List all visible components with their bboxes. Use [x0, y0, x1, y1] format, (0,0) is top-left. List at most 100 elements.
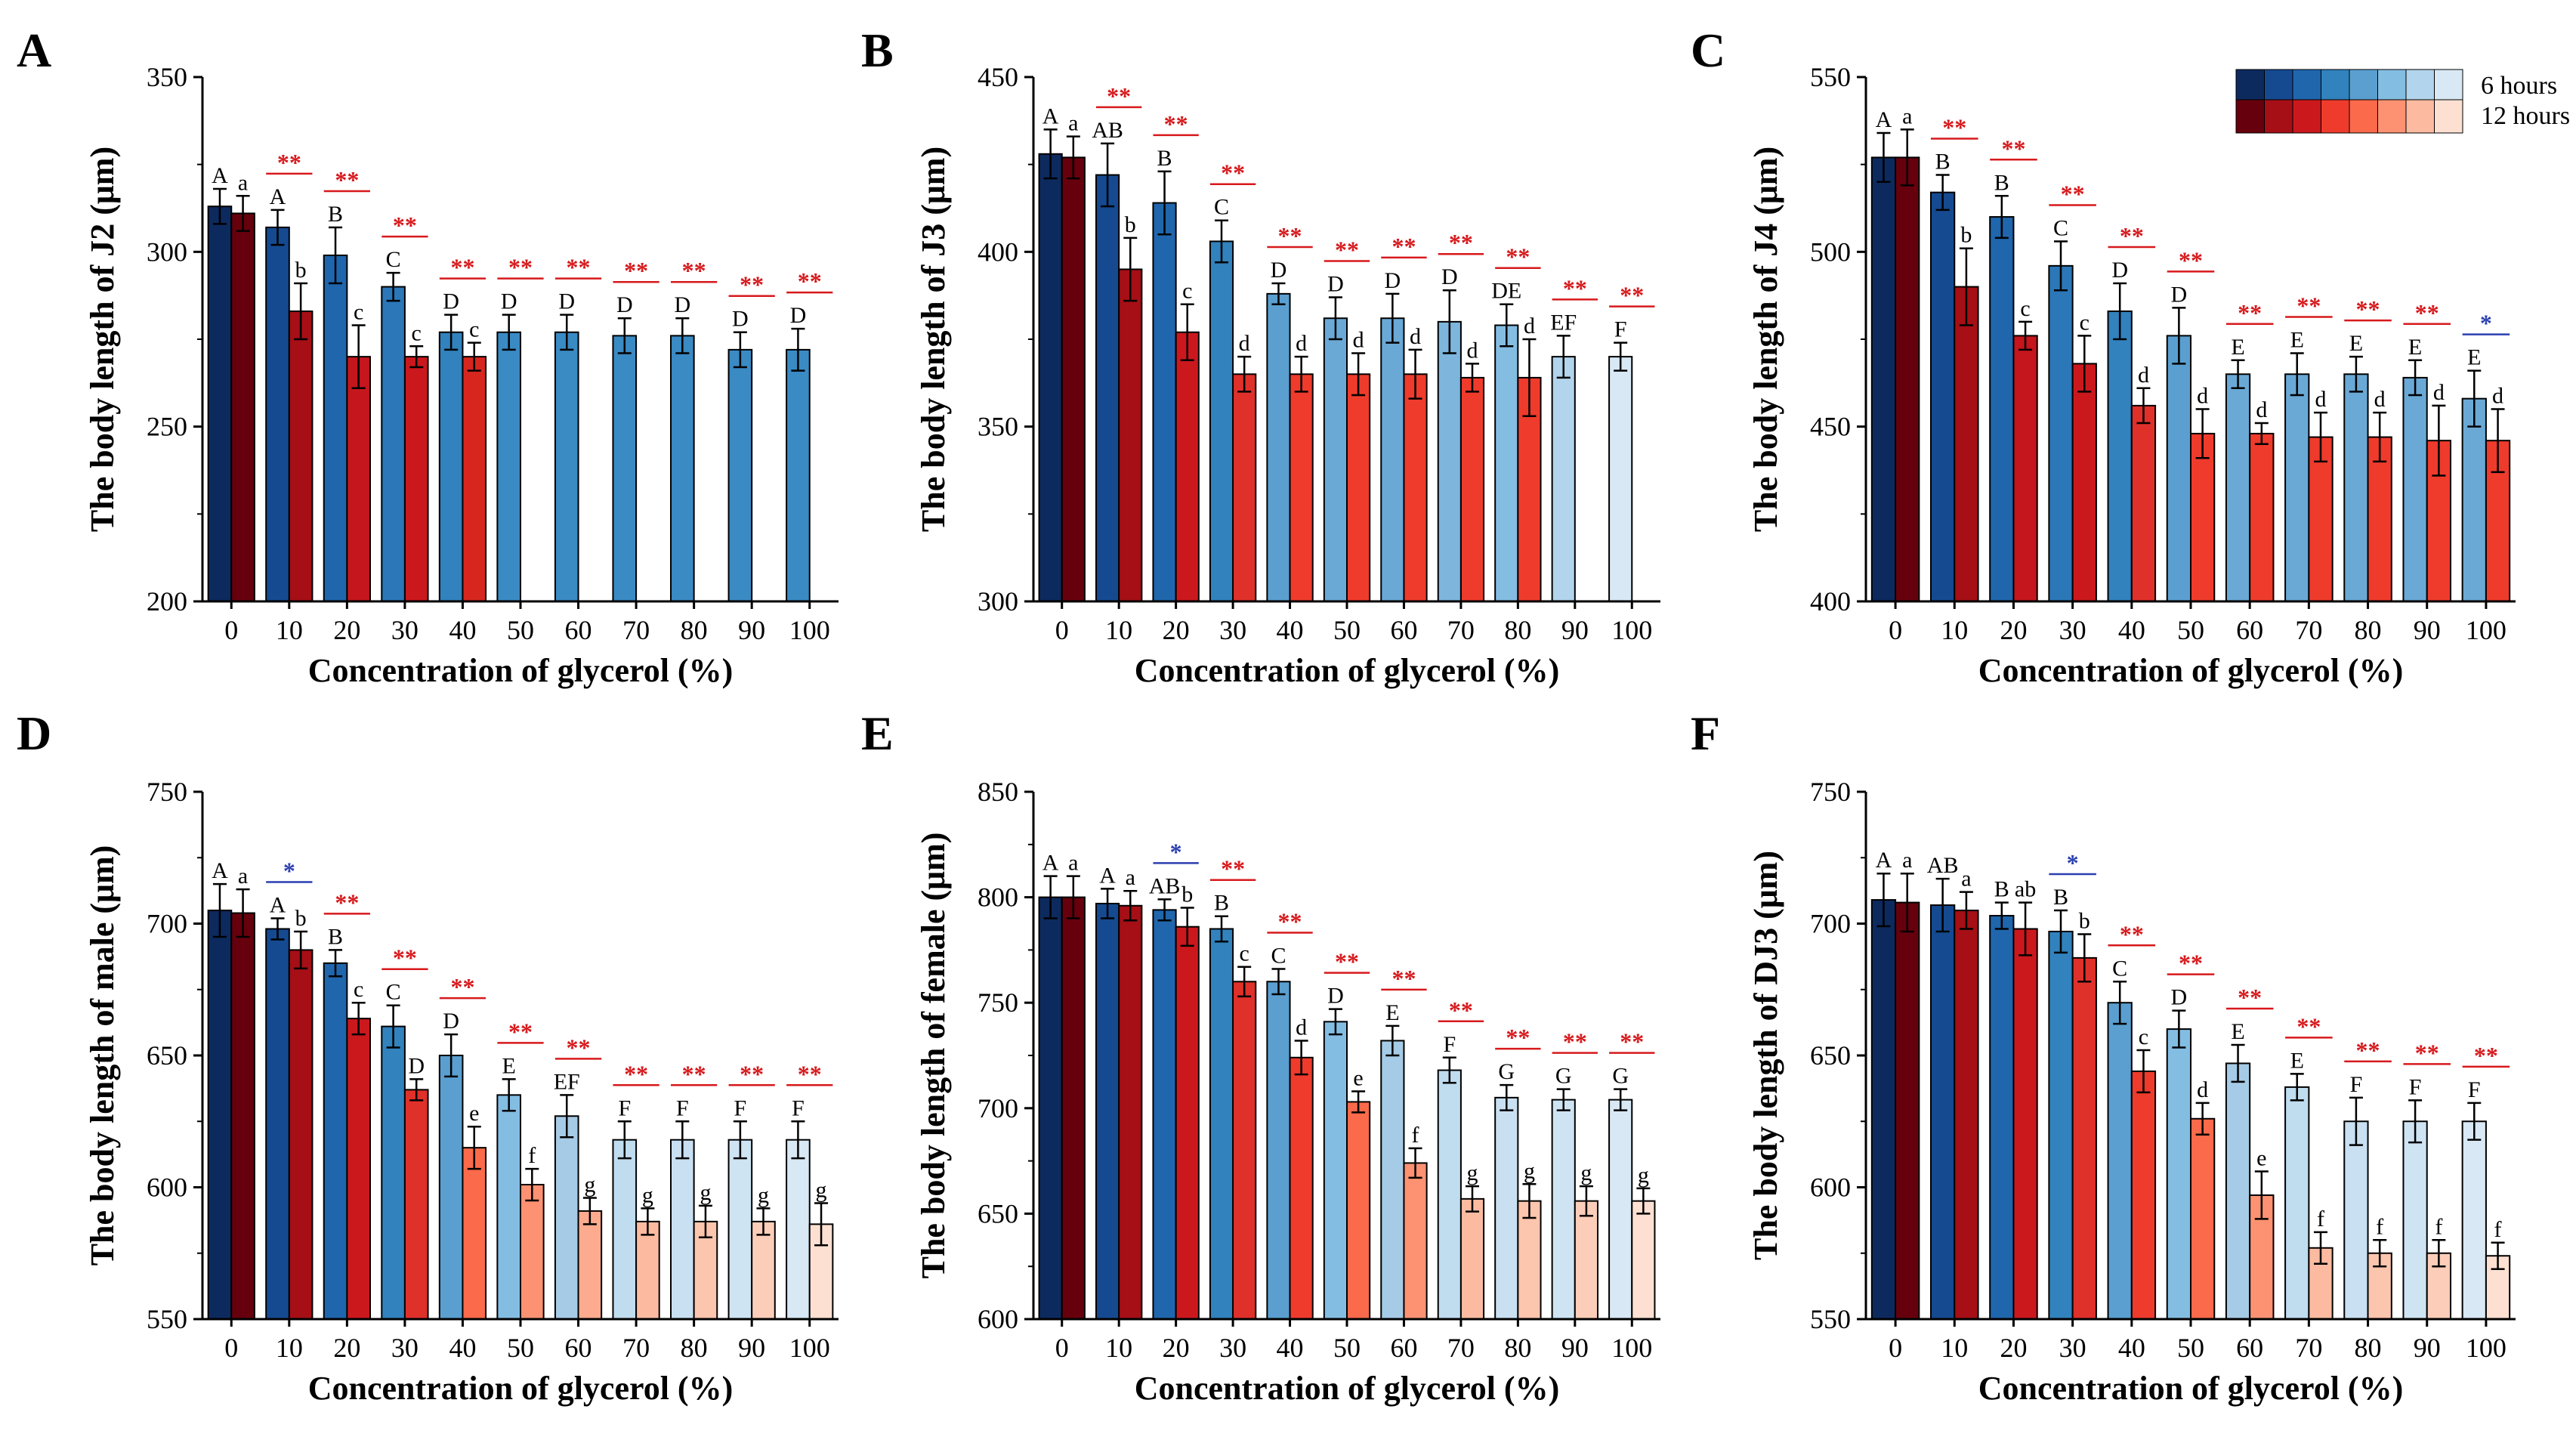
x-axis-title: Concentration of glycerol (%) — [1135, 1370, 1560, 1407]
bar-12h — [1232, 981, 1257, 1321]
significance-letter: c — [469, 317, 479, 342]
bar-6h — [2225, 373, 2251, 602]
x-tick-label: 30 — [2059, 615, 2086, 645]
bar-6h — [1380, 317, 1405, 602]
significance-letter: A — [270, 184, 286, 209]
significance-letter: b — [2079, 908, 2090, 933]
bar-6h — [1266, 981, 1291, 1321]
y-tick-label: 550 — [1810, 1304, 1851, 1334]
y-tick-label: 650 — [978, 1198, 1018, 1228]
significance-letter: F — [734, 1095, 747, 1120]
bar-6h — [1209, 240, 1234, 602]
bar-6h — [2284, 373, 2310, 602]
significance-letter: AB — [1149, 873, 1181, 898]
significance-stars: ** — [1449, 997, 1473, 1024]
y-tick-label: 450 — [978, 62, 1018, 92]
significance-stars: ** — [2120, 222, 2144, 249]
bar-6h — [265, 226, 290, 602]
legend-label-12h: 12 hours — [2481, 102, 2570, 130]
x-tick-label: 90 — [2414, 1333, 2441, 1363]
chart-panel-e: E A a 0 A a 10 AB b * 20 Bc ** 30 Cd ** 40 De ** 50 Ef ** 60 Fg… — [861, 706, 1660, 1407]
bar-6h — [496, 1094, 522, 1320]
x-tick-label: 40 — [449, 1333, 476, 1363]
significance-stars: ** — [508, 254, 533, 281]
legend-swatch-12h — [2434, 99, 2463, 134]
x-tick-label: 0 — [1889, 615, 1902, 645]
significance-letter: A — [1876, 848, 1892, 873]
significance-stars: ** — [450, 973, 474, 1000]
significance-stars: ** — [2296, 292, 2321, 320]
significance-stars: ** — [1335, 948, 1359, 975]
bar-12h — [1118, 268, 1143, 602]
significance-stars: ** — [2120, 920, 2144, 947]
bar-6h — [2225, 1062, 2251, 1320]
bar-12h — [1175, 925, 1200, 1320]
significance-letter: E — [2408, 335, 2422, 360]
significance-stars: ** — [1164, 110, 1188, 138]
bar-6h — [1323, 317, 1348, 602]
significance-letter: c — [354, 299, 363, 324]
y-tick-label: 650 — [147, 1040, 187, 1071]
significance-letter: A — [1042, 104, 1059, 128]
x-tick-label: 90 — [1561, 1333, 1589, 1363]
bar-6h — [2107, 1002, 2133, 1320]
significance-letter: G — [1555, 1064, 1572, 1089]
x-tick-label: 0 — [1889, 1333, 1902, 1363]
y-tick-label: 400 — [978, 236, 1018, 267]
bar-12h — [288, 949, 314, 1321]
y-tick-label: 400 — [1810, 586, 1851, 616]
significance-stars: ** — [798, 267, 822, 295]
significance-letter: D — [1441, 264, 1458, 289]
bar-6h — [1494, 324, 1519, 602]
bar-6h — [1930, 191, 1956, 602]
significance-letter: f — [528, 1143, 536, 1168]
significance-letter: d — [1524, 314, 1535, 338]
bar-6h — [2107, 310, 2133, 602]
significance-letter: D — [2111, 258, 2128, 283]
x-tick-label: 10 — [276, 1333, 303, 1363]
bar-6h — [1608, 1099, 1633, 1320]
bar-12h — [2130, 1070, 2157, 1320]
significance-stars: ** — [1221, 855, 1245, 882]
panel-letter-c: C — [1691, 23, 1725, 77]
significance-letter: A — [1042, 851, 1059, 876]
significance-letter: a — [1068, 111, 1078, 136]
x-tick-label: 100 — [789, 615, 830, 645]
x-tick-label: 80 — [2355, 1333, 2382, 1363]
significance-stars: ** — [2356, 1037, 2380, 1064]
significance-letter: a — [238, 864, 248, 888]
bar-12h — [462, 356, 487, 602]
x-tick-label: 100 — [1611, 615, 1652, 645]
x-tick-label: 10 — [1105, 615, 1132, 645]
x-tick-label: 40 — [2118, 615, 2145, 645]
legend-swatch-6h — [2321, 69, 2350, 104]
significance-letter: g — [642, 1182, 653, 1207]
bar-6h — [323, 962, 348, 1320]
significance-letter: F — [1443, 1032, 1456, 1057]
significance-letter: d — [2492, 384, 2503, 409]
significance-letter: G — [1498, 1059, 1515, 1084]
x-tick-label: 70 — [2295, 1333, 2322, 1363]
y-axis-title: The body length of J3 (μm) — [915, 147, 952, 532]
x-tick-label: 50 — [1333, 615, 1361, 645]
significance-stars: * — [2067, 849, 2079, 876]
bar-6h — [2402, 376, 2428, 602]
x-tick-label: 20 — [333, 1333, 360, 1363]
x-tick-label: 50 — [507, 615, 534, 645]
x-tick-label: 0 — [1055, 1333, 1069, 1363]
significance-letter: c — [1240, 941, 1249, 966]
bar-6h — [2048, 264, 2074, 602]
significance-letter: C — [1214, 195, 1229, 220]
significance-letter: f — [2317, 1207, 2324, 1231]
significance-letter: D — [443, 289, 459, 314]
bar-6h — [1551, 1099, 1576, 1320]
x-tick-label: 40 — [449, 615, 476, 645]
bar-12h — [2249, 432, 2275, 602]
significance-letter: C — [2053, 215, 2068, 240]
significance-stars: ** — [2179, 950, 2203, 977]
bar-6h — [1437, 1069, 1462, 1320]
significance-letter: f — [2494, 1217, 2502, 1242]
y-tick-label: 500 — [1810, 236, 1851, 267]
significance-letter: b — [1960, 223, 1972, 248]
